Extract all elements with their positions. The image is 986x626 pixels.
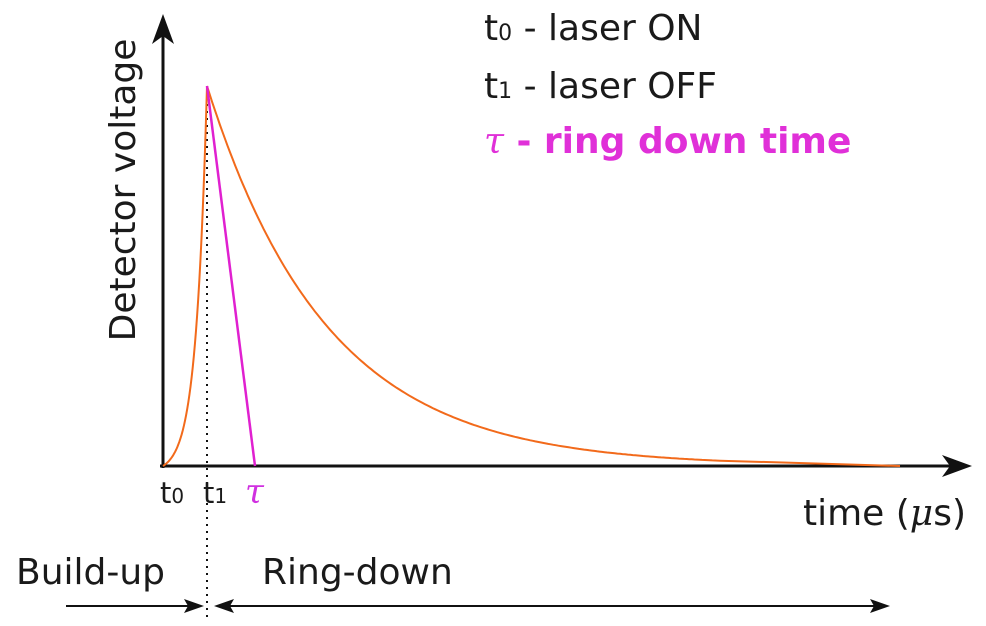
ringdown-decay-curve: [206, 85, 901, 467]
x-axis-arrow: [942, 455, 972, 477]
buildup-curve: [162, 85, 208, 467]
y-axis-arrow: [152, 14, 174, 44]
buildup-arrowhead: [184, 599, 204, 613]
tick-t1: t1: [203, 476, 227, 510]
y-axis-label: Detector voltage: [103, 39, 144, 342]
ringdown-arrowhead-left: [214, 599, 234, 613]
legend-t0: t0 - laser ON: [484, 8, 702, 49]
ringdown-arrowhead-right: [870, 599, 890, 613]
ringdown-tangent-line: [205, 85, 257, 467]
buildup-label: Build-up: [16, 552, 165, 593]
legend-tau: τ - ring down time: [484, 121, 851, 162]
x-axis-label: time (μs): [803, 493, 966, 534]
legend-t1: t1 - laser OFF: [484, 66, 717, 107]
tick-t0: t0: [160, 476, 184, 510]
tick-tau: τ: [245, 472, 265, 512]
ringdown-label: Ring-down: [262, 552, 453, 593]
